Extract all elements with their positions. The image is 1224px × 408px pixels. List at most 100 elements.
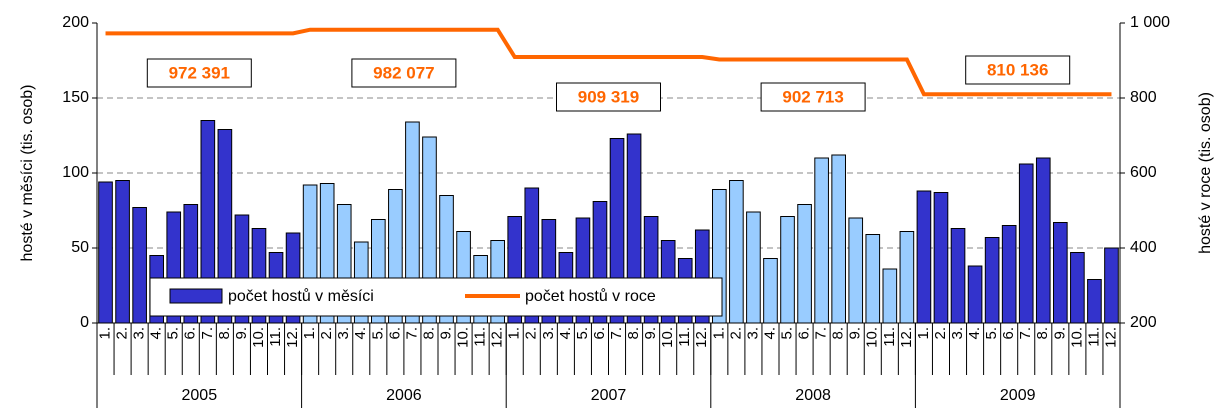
x-tick-label: 10. [455,327,472,348]
x-tick-label: 2. [318,327,335,340]
y2-tick-label: 1 000 [1130,14,1170,31]
x-tick-label: 2. [727,327,744,340]
x-tick-label: 7. [199,327,216,340]
x-tick-label: 10. [864,327,881,348]
bar [780,216,795,324]
x-tick-label: 4. [148,327,165,340]
x-tick-label: 8. [1034,327,1051,340]
group-label: 2006 [386,387,422,404]
x-tick-label: 1. [96,327,113,340]
x-tick-label: 7. [1017,327,1034,340]
x-tick-label: 2. [114,327,131,340]
x-tick-label: 9. [642,327,659,340]
x-tick-label: 6. [182,327,199,340]
legend-label: počet hostů v měsíci [228,287,374,305]
y-axis-title: hosté v měsíci (tis. osob) [19,85,36,262]
x-tick-label: 3. [949,327,966,340]
bar [899,231,915,324]
bar [98,181,113,324]
x-tick-label: 6. [1000,327,1017,340]
y-tick-label: 150 [62,89,89,106]
x-tick-label: 12. [1102,327,1119,348]
x-tick-label: 6. [386,327,403,340]
bar [916,190,932,324]
x-tick-label: 10. [250,327,267,348]
x-tick-label: 1. [710,327,727,340]
annotation-box [556,82,661,112]
bar [882,268,898,324]
bar [967,265,983,324]
bar [814,157,829,324]
y2-tick-label: 600 [1130,164,1157,181]
annotation-box [760,82,866,112]
y-tick-label: 0 [80,314,89,331]
bar [1087,279,1102,324]
x-tick-label: 9. [437,327,454,340]
x-tick-label: 8. [420,327,437,340]
annotation-box [965,55,1071,85]
bar [984,237,1000,324]
legend-label: počet hostů v roce [525,287,656,305]
annotation: 810 136 [987,60,1048,79]
x-tick-label: 12. [693,327,710,348]
y-tick-label: 100 [62,164,89,181]
x-tick-label: 8. [216,327,233,340]
x-tick-label: 3. [744,327,761,340]
x-tick-label: 2. [523,327,540,340]
x-tick-label: 3. [131,327,148,340]
annotation: 982 077 [373,63,434,82]
x-tick-label: 7. [813,327,830,340]
x-tick-label: 5. [574,327,591,340]
group-label: 2008 [795,387,831,404]
x-tick-label: 3. [335,327,352,340]
line [105,27,1112,97]
bar [933,192,949,324]
x-tick-label: 1. [506,327,523,340]
x-tick-label: 5. [778,327,795,340]
x-tick-label: 3. [540,327,557,340]
x-tick-label: 7. [608,327,625,340]
x-tick-label: 1. [915,327,932,340]
y-tick-label: 50 [71,239,89,256]
x-tick-label: 8. [830,327,847,340]
bar [1001,225,1017,324]
bar [1035,157,1051,324]
x-tick-label: 9. [233,327,250,340]
group-label: 2007 [591,387,627,404]
x-tick-label: 9. [1051,327,1068,340]
x-tick-label: 9. [847,327,864,340]
y-tick-label: 200 [62,14,89,31]
annotation-box [146,58,252,88]
x-tick-label: 5. [983,327,1000,340]
x-tick-label: 10. [659,327,676,348]
x-tick-label: 5. [369,327,386,340]
x-tick-label: 11. [472,327,489,347]
x-tick-label: 4. [761,327,778,340]
x-tick-label: 11. [267,327,284,347]
bar [132,207,147,324]
bar [729,180,744,324]
bar [746,211,761,324]
x-tick-label: 12. [489,327,506,348]
group-label: 2009 [1000,387,1036,404]
legend [149,277,723,317]
annotation: 909 319 [578,87,639,106]
y2-tick-label: 200 [1130,314,1157,331]
x-tick-label: 6. [591,327,608,340]
legend-swatch [169,288,223,304]
x-tick-label: 4. [966,327,983,340]
bar [865,234,881,324]
bar [1053,222,1068,324]
bar [1018,163,1034,324]
group-label: 2005 [182,387,218,404]
bar [831,154,846,324]
bar [950,228,966,324]
x-tick-label: 5. [165,327,182,340]
annotation: 902 713 [782,87,843,106]
x-tick-label: 11. [881,327,898,347]
y2-tick-label: 400 [1130,239,1157,256]
x-tick-label: 4. [352,327,369,340]
x-tick-label: 4. [557,327,574,340]
x-tick-label: 8. [625,327,642,340]
